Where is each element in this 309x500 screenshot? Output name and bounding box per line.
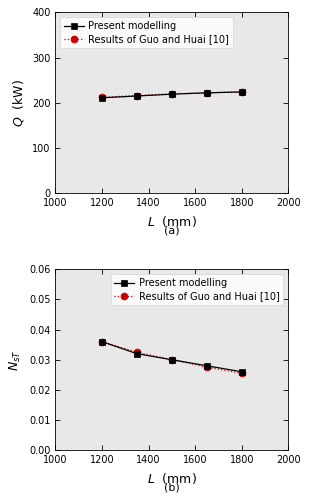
Present modelling (240, 369, 243, 375)
Legend: Present modelling, Results of Guo and Huai [10]: Present modelling, Results of Guo and Hu… (60, 17, 233, 48)
Line: Present modelling: Present modelling (99, 89, 244, 101)
Results of Guo and Huai [10] (135, 92, 139, 98)
Legend: Present modelling, Results of Guo and Huai [10]: Present modelling, Results of Guo and Hu… (111, 274, 283, 305)
Results of Guo and Huai [10] (205, 90, 209, 96)
Text: (a): (a) (164, 226, 180, 236)
X-axis label: $\mathit{L}$  (mm): $\mathit{L}$ (mm) (147, 214, 197, 228)
Present modelling (100, 338, 104, 344)
Results of Guo and Huai [10] (100, 338, 104, 344)
X-axis label: $\mathit{L}$  (mm): $\mathit{L}$ (mm) (147, 470, 197, 486)
Present modelling (205, 363, 209, 369)
Results of Guo and Huai [10] (100, 94, 104, 100)
Present modelling (100, 95, 104, 101)
Present modelling (205, 90, 209, 96)
Present modelling (135, 93, 139, 99)
Line: Present modelling: Present modelling (99, 339, 244, 374)
Results of Guo and Huai [10] (170, 356, 174, 362)
Y-axis label: $\mathit{N_{sT}}$: $\mathit{N_{sT}}$ (8, 349, 23, 370)
Y-axis label: $\mathit{Q}$  (kW): $\mathit{Q}$ (kW) (11, 78, 27, 127)
Results of Guo and Huai [10] (240, 370, 243, 376)
Line: Results of Guo and Huai [10]: Results of Guo and Huai [10] (99, 88, 245, 101)
Line: Results of Guo and Huai [10]: Results of Guo and Huai [10] (99, 338, 245, 377)
Present modelling (240, 89, 243, 95)
Results of Guo and Huai [10] (170, 90, 174, 96)
Text: (b): (b) (164, 482, 180, 492)
Results of Guo and Huai [10] (240, 89, 243, 95)
Results of Guo and Huai [10] (205, 364, 209, 370)
Present modelling (170, 356, 174, 362)
Present modelling (170, 91, 174, 97)
Results of Guo and Huai [10] (135, 349, 139, 355)
Present modelling (135, 350, 139, 356)
